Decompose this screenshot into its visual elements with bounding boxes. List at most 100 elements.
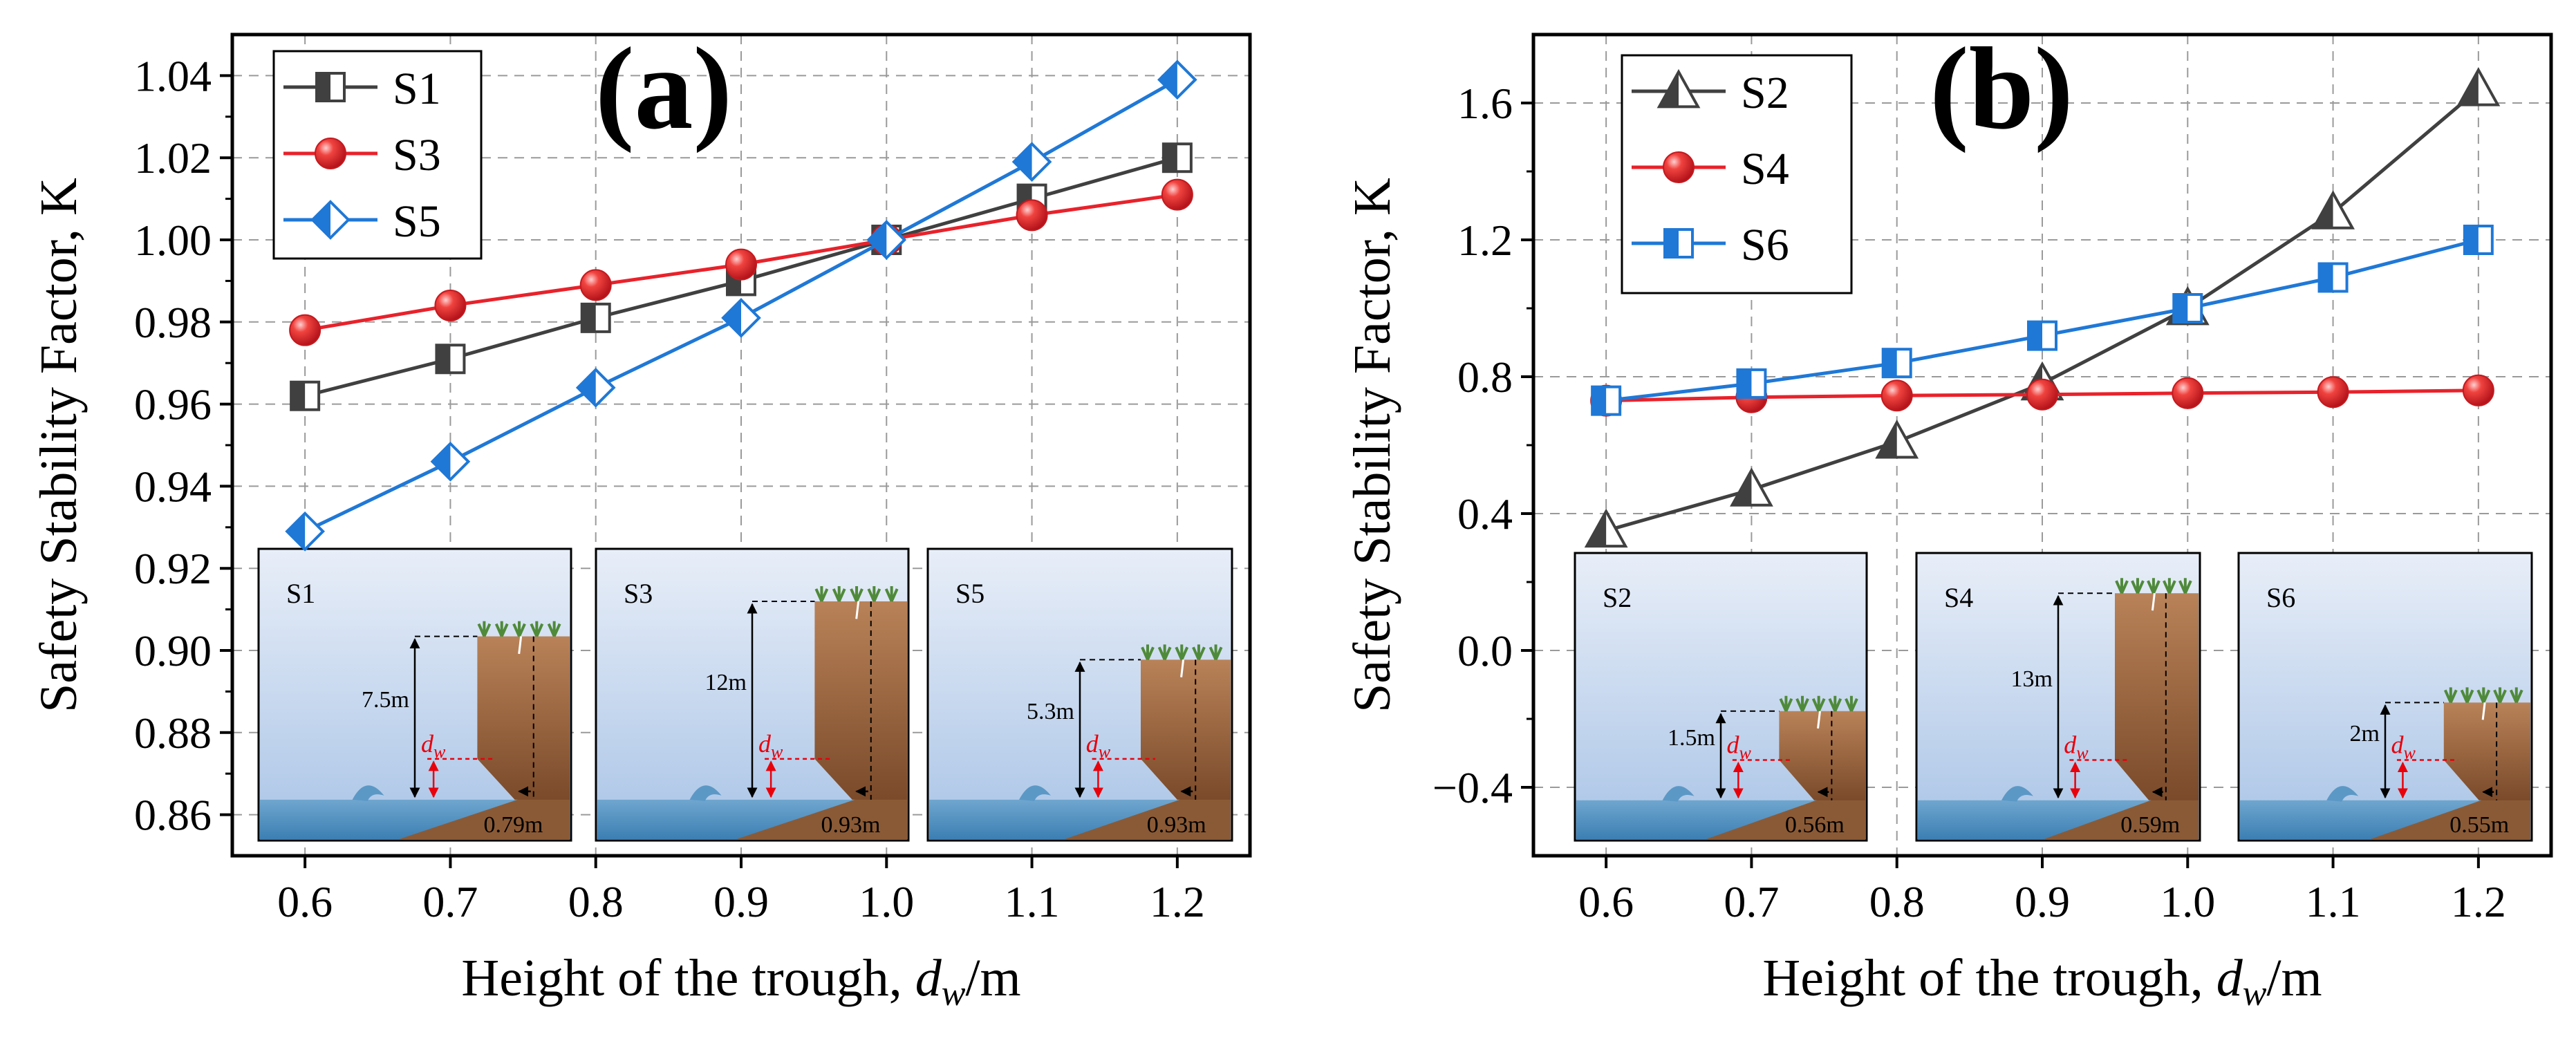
panel-b-chart: S2 1.5m dw 0.56m S4 13m dw 0.59m S6 2m dw 0.55m 0.6 0… [1343,24,2553,1013]
data-point-S3 [725,248,757,281]
data-point-S3 [1161,178,1193,211]
cliff [2115,593,2199,800]
x-tick-label: 0.7 [422,877,478,926]
grass-icon [2115,578,2129,594]
data-point-S4 [2317,376,2349,409]
x-axis-title: Height of the trough, dw/m [1762,949,2322,1013]
grass-icon [1208,644,1223,661]
grass-icon [1845,695,1858,712]
y-axis-title: Safety Stability Factor, K [1343,178,1401,713]
data-point-S1 [580,302,611,333]
data-point-S6 [2463,225,2494,255]
y-tick-label: 0.8 [1457,353,1513,402]
y-tick-label: 0.96 [134,380,212,429]
data-point-S2 [1584,508,1628,548]
inset-height-label: 5.3m [1027,699,1074,724]
data-point-S2 [1730,467,1773,507]
panel-a-chart: S1 7.5m dw 0.79m S3 12m dw 0.93m S5 5.3m dw 0.93m 0.… [30,24,1252,1013]
inset-width-label: 0.59m [2120,812,2180,838]
inset-width-label: 0.56m [1785,812,1845,838]
data-point-S1 [435,344,466,375]
grass-icon [832,585,846,602]
cliff [477,636,570,800]
inset-height-label: 7.5m [362,687,409,713]
grass-icon [850,585,864,602]
seabed [399,782,570,839]
y-tick-label: 0.0 [1457,626,1513,675]
inset-height-label: 12m [705,670,747,695]
crack [2481,702,2486,720]
x-tick-label: 1.1 [1005,877,1060,926]
grass-icon [2509,687,2523,704]
y-tick-label: 1.6 [1457,79,1513,128]
legend-label-S2: S2 [1741,68,1789,118]
grass-icon [494,621,509,637]
data-point-S2 [1875,419,1919,459]
data-point-S6 [1736,368,1767,399]
x-tick-label: 1.2 [2451,877,2506,926]
series-S3 [289,178,1193,346]
grass-icon [1795,695,1809,712]
seabed [1065,782,1231,839]
inset-S5: S5 5.3m dw 0.93m [926,547,1233,842]
data-point-S5 [721,298,761,338]
y-axis-title: Safety Stability Factor, K [30,178,88,713]
wave [1662,786,1695,802]
inset-label: S4 [1944,582,1973,613]
inset-dw-label: dw [1086,730,1111,762]
grass-icon [2163,578,2176,594]
legend-label-S5: S5 [393,196,441,247]
data-point-S3 [579,269,612,301]
data-point-S5 [430,441,471,482]
wave [2326,786,2359,802]
wave [352,785,384,801]
grass-icon [1141,644,1155,661]
x-tick-label: 0.9 [2015,877,2070,926]
grass-icon [547,621,561,637]
grass-icon [867,585,881,602]
y-tick-label: 0.92 [134,544,212,593]
legend-box [1621,54,1853,294]
x-tick-label: 0.6 [277,877,333,926]
inset-height-label: 1.5m [1668,725,1715,751]
grass-icon [2493,687,2507,704]
y-tick-label: 0.98 [134,298,212,347]
wave [689,785,722,801]
legend-marker-S6 [1663,228,1694,259]
grass-icon [1779,695,1793,712]
data-point-S1 [1161,142,1193,174]
grass-icon [2147,578,2160,594]
wave [2001,786,2033,802]
grass-icon [477,621,492,637]
panel-tag: (b) [1930,24,2073,153]
inset-S2: S2 1.5m dw 0.56m [1574,552,1868,842]
x-tick-label: 1.0 [2160,877,2215,926]
inset-label: S5 [955,578,984,609]
inset-width-label: 0.55m [2449,812,2509,838]
inset-height-label: 13m [2011,666,2053,692]
inset-width-label: 0.93m [821,812,880,838]
grass-icon [2131,578,2145,594]
legend-marker-S1 [315,72,346,102]
grass-icon [512,621,526,637]
x-tick-label: 0.8 [1869,877,1925,926]
legend: S2 S4 S6 [1621,54,1853,294]
data-point-S5 [866,220,907,260]
legend-label-S3: S3 [393,130,441,180]
cliff [1141,659,1231,800]
cliff [1779,711,1865,800]
data-point-S6 [1881,348,1912,379]
y-tick-label: 0.88 [134,709,212,758]
x-tick-label: 1.0 [859,877,914,926]
legend-marker-S2 [1656,68,1701,109]
x-tick-label: 0.8 [568,877,624,926]
y-tick-label: 1.2 [1457,216,1513,265]
data-point-S4 [1880,379,1913,412]
inset-dw-label: dw [1726,731,1751,763]
crack [1180,659,1185,677]
inset-label: S1 [286,578,315,609]
data-point-S4 [2172,377,2204,409]
data-point-S2 [2311,190,2355,229]
grass-icon [1828,695,1842,712]
